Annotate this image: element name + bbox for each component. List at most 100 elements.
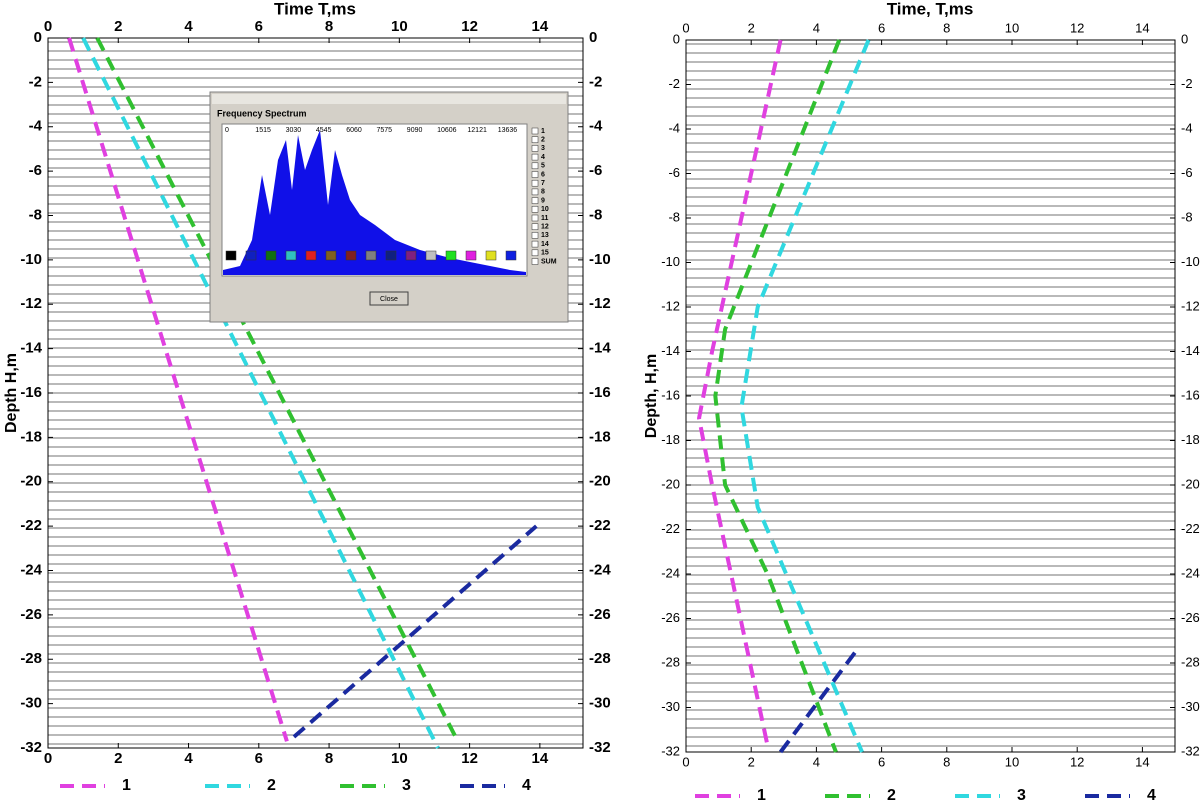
y-tick-label: -22 [661,521,680,536]
x-tick-label: 0 [682,20,689,35]
close-button[interactable] [369,291,409,306]
y-tick-label: -12 [661,298,680,313]
y-tick-label: -12 [589,295,611,312]
y-axis-label: Depth H,m [3,353,20,433]
y-tick-label: -20 [1181,476,1200,491]
spectrum [223,130,526,275]
legend-label: 2 [267,777,276,794]
x-tick-label: 10 [1005,754,1019,769]
window-title: Frequency Spectrum [217,108,307,118]
dashed-line [292,524,538,739]
color-swatch [465,250,477,261]
y-tick-label: -2 [1181,76,1193,91]
y-tick-label: -28 [661,654,680,669]
y-tick-label: 0 [34,29,42,46]
checkbox-label: 11 [541,215,549,222]
x-axis-label: Time T,ms [274,0,356,18]
y-tick-label: -12 [20,295,42,312]
y-tick-label: -4 [29,118,43,135]
inset-tick-label: 10606 [437,127,457,134]
y-tick-label: -14 [1181,343,1200,358]
checkbox-label: 5 [541,163,545,170]
color-swatch [265,250,277,261]
y-tick-label: -32 [20,739,42,756]
y-tick-label: -28 [589,650,611,667]
dashed-line [81,37,440,749]
color-swatch [505,250,517,261]
y-tick-label: -24 [589,561,611,578]
y-tick-label: -6 [589,162,602,179]
y-tick-label: -18 [661,432,680,447]
y-tick-label: 0 [1181,31,1188,46]
x-tick-label: 14 [1135,20,1149,35]
color-swatch [405,250,417,261]
legend-label: 1 [757,787,766,804]
y-tick-label: -26 [589,606,611,623]
checkbox-label: 7 [541,180,545,187]
checkbox [531,240,539,248]
y-tick-label: -30 [661,699,680,714]
y-tick-label: -6 [29,162,42,179]
x-tick-label: 14 [532,18,549,35]
checkbox-label: 12 [541,224,549,231]
x-tick-label: 4 [813,20,820,35]
checkbox [531,197,539,204]
checkbox-label: 13 [541,232,549,239]
inset-tick-label: 13636 [498,127,518,134]
x-tick-label: 14 [1135,754,1149,769]
color-swatch [425,250,437,261]
checkbox [531,223,539,230]
legend-label: 1 [122,777,131,794]
legend-label: 2 [887,787,896,804]
y-tick-label: 0 [673,31,680,46]
y-tick-label: -8 [589,206,602,223]
checkbox-label: 15 [541,250,549,257]
y-tick-label: -10 [589,251,611,268]
y-tick-label: -2 [29,73,42,90]
y-tick-label: -30 [20,695,42,712]
inset-tick-label: 12121 [467,127,487,134]
dashed-line [67,37,289,742]
checkbox [531,214,539,222]
checkbox [531,136,539,143]
checkbox [531,127,539,135]
y-tick-label: -10 [20,251,42,268]
x-tick-label: 4 [184,750,193,767]
y-tick-label: -22 [589,517,611,534]
y-tick-label: -6 [668,165,680,180]
color-swatch [385,250,397,261]
y-tick-label: -16 [589,384,611,401]
checkbox-label: SUM [541,258,557,265]
checkbox [531,171,539,178]
y-axis-label: Depth, H,m [643,354,660,438]
checkbox [531,232,539,239]
legend-label: 3 [402,777,411,794]
inset-tick-label: 9090 [407,127,423,134]
checkbox-label: 10 [541,206,549,213]
checkbox-label: 4 [541,154,545,161]
color-swatch [325,250,337,261]
y-tick-label: -4 [1181,120,1193,135]
y-tick-label: -26 [661,610,680,625]
y-tick-label: -22 [1181,521,1200,536]
inset-tick-label: 3030 [286,127,302,134]
x-tick-label: 0 [44,18,52,35]
x-tick-label: 2 [114,750,122,767]
legend-label: 4 [1147,787,1156,804]
checkbox [531,153,539,161]
inset-tick-label: 7575 [377,127,393,134]
dashed-line [713,39,842,753]
checkbox-label: 2 [541,137,545,144]
y-tick-label: -10 [661,254,680,269]
y-tick-label: -14 [20,340,42,357]
y-tick-label: -8 [1181,209,1193,224]
y-tick-label: -24 [1181,565,1200,580]
x-tick-label: 10 [391,750,408,767]
dashed-line [778,646,861,754]
x-tick-label: 8 [325,18,333,35]
x-tick-label: 12 [461,750,478,767]
checkbox-label: 9 [541,197,545,204]
color-swatch [445,250,457,261]
color-swatch [225,250,237,261]
